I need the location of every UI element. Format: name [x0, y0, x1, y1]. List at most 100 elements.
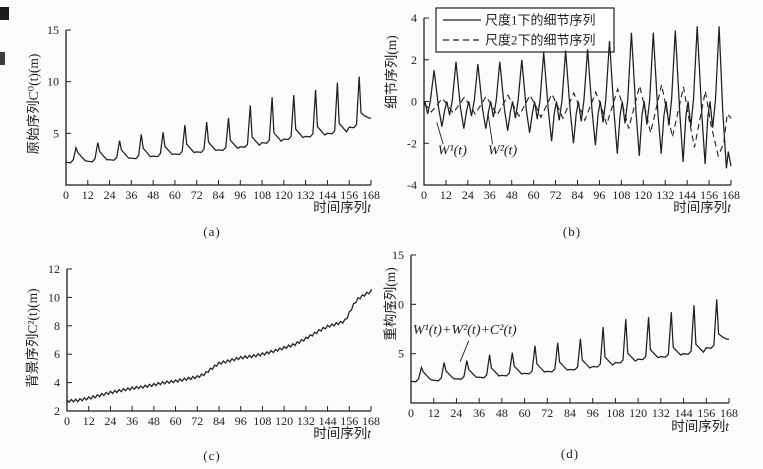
panel-caption-c: (c): [203, 448, 221, 463]
x-tick-label: 48: [147, 188, 159, 202]
x-tick-label: 72: [541, 406, 553, 420]
x-tick-label: 60: [519, 406, 531, 420]
scan-artifact: [0, 52, 5, 65]
y-axis-title: 原始序列C⁰(t)(m): [26, 54, 41, 155]
y-axis-title: 重构序列(m): [383, 267, 398, 341]
y-tick-label: -2: [407, 136, 417, 150]
x-tick-label: 84: [213, 414, 225, 428]
x-tick-label: 72: [191, 188, 203, 202]
y-axis-title: 背景序列C²(t)(m): [25, 288, 40, 387]
y-tick-label: 0: [411, 95, 417, 109]
x-tick-label: 36: [484, 188, 496, 202]
chart-panel-c: 0 12 24 36 48 60 72 84 96 108 120 132 144 156 16824681…: [25, 262, 380, 441]
x-tick-label: 24: [104, 188, 116, 202]
x-tick-label: 156: [697, 406, 715, 420]
axes: [65, 30, 371, 186]
x-tick-label: 84: [572, 188, 584, 202]
y-axis-title: 细节序列(m): [384, 35, 399, 109]
x-tick-label: 60: [170, 414, 182, 428]
y-tick-label: 10: [48, 290, 60, 304]
x-tick-label: 84: [213, 188, 225, 202]
axes: [66, 269, 371, 412]
y-tick-label: 15: [47, 23, 59, 37]
x-tick-label: 156: [340, 414, 358, 428]
x-tick-label: 0: [421, 188, 427, 202]
x-tick-label: 168: [722, 188, 740, 202]
y-tick-label: 5: [398, 347, 404, 361]
x-tick-label: 168: [362, 188, 380, 202]
series-w1: [423, 26, 732, 169]
x-tick-label: 120: [275, 414, 293, 428]
x-tick-label: 24: [104, 414, 116, 428]
x-axis-title: 时间序列t: [313, 200, 372, 215]
series-w2: [423, 84, 732, 158]
panel-caption-d: (d): [560, 446, 580, 461]
x-tick-label: 84: [564, 406, 576, 420]
y-tick-label: 2: [411, 53, 417, 67]
x-tick-label: 96: [593, 188, 605, 202]
x-tick-label: 120: [275, 188, 293, 202]
y-tick-label: 15: [392, 248, 404, 262]
x-tick-label: 132: [652, 406, 670, 420]
annotation-leader: [459, 340, 470, 362]
x-axis-title: 时间序列t: [673, 200, 732, 215]
panel-caption-a: (a): [203, 224, 221, 239]
x-tick-label: 24: [462, 188, 474, 202]
x-tick-label: 12: [428, 406, 440, 420]
y-tick-label: 8: [54, 319, 60, 333]
x-tick-label: 96: [235, 414, 247, 428]
x-tick-label: 0: [408, 406, 414, 420]
x-tick-label: 36: [126, 414, 138, 428]
x-tick-label: 132: [297, 414, 315, 428]
x-tick-label: 144: [678, 188, 696, 202]
x-tick-label: 132: [297, 188, 315, 202]
x-tick-label: 12: [83, 414, 95, 428]
y-tick-label: 5: [53, 126, 59, 140]
y-tick-label: 6: [54, 347, 60, 361]
x-axis-title: 时间序列t: [671, 419, 730, 434]
x-axis-title: 时间序列t: [313, 426, 372, 441]
scan-artifact: [0, 7, 9, 20]
chart-panel-a: 0 12 24 36 48 60 72 84 96 108 120 132 144 156 168 5 10 15…: [26, 23, 380, 215]
x-tick-label: 60: [528, 188, 540, 202]
x-tick-label: 168: [362, 414, 380, 428]
legend-label: 尺度1下的细节序列: [485, 13, 596, 28]
y-tick-label: 4: [411, 11, 417, 25]
x-tick-label: 120: [629, 406, 647, 420]
x-tick-label: 96: [234, 188, 246, 202]
x-tick-label: 108: [253, 188, 271, 202]
y-tick-label: 12: [48, 262, 60, 276]
x-tick-label: 72: [191, 414, 203, 428]
x-tick-label: 24: [450, 406, 462, 420]
x-tick-label: 144: [319, 414, 337, 428]
x-tick-label: 12: [440, 188, 452, 202]
x-tick-label: 168: [720, 406, 738, 420]
x-tick-label: 48: [496, 406, 508, 420]
panel-caption-b: (b): [562, 224, 582, 239]
y-tick-label: 10: [47, 75, 59, 89]
x-tick-label: 96: [587, 406, 599, 420]
annotation-leader: [487, 112, 493, 145]
series-reconstructed: [410, 299, 730, 383]
legend-label: 尺度2下的细节序列: [485, 33, 596, 48]
annotation-label: W¹(t)+W²(t)+C²(t): [413, 323, 517, 338]
y-tick-label: 4: [54, 376, 60, 390]
x-tick-label: 108: [606, 406, 624, 420]
x-tick-label: 48: [506, 188, 518, 202]
x-tick-label: 144: [318, 188, 336, 202]
x-tick-label: 36: [125, 188, 137, 202]
x-tick-label: 72: [550, 188, 562, 202]
x-tick-label: 156: [700, 188, 718, 202]
x-tick-label: 108: [612, 188, 630, 202]
y-tick-label: 2: [54, 404, 60, 418]
x-tick-label: 0: [64, 414, 70, 428]
annotation-label: W¹(t): [438, 144, 467, 159]
chart-panel-d: 0 12 24 36 48 60 72 84 96 108 120 132 144 156 168 5 10 15…: [383, 248, 738, 434]
x-tick-label: 108: [253, 414, 271, 428]
series-original: [65, 76, 372, 164]
x-tick-label: 120: [634, 188, 652, 202]
series-c2: [66, 288, 372, 404]
x-tick-label: 156: [340, 188, 358, 202]
chart-panel-b: 0 12 24 36 48 60 72 84 96 108 120 132 144 156 168-4-20…: [384, 7, 740, 215]
